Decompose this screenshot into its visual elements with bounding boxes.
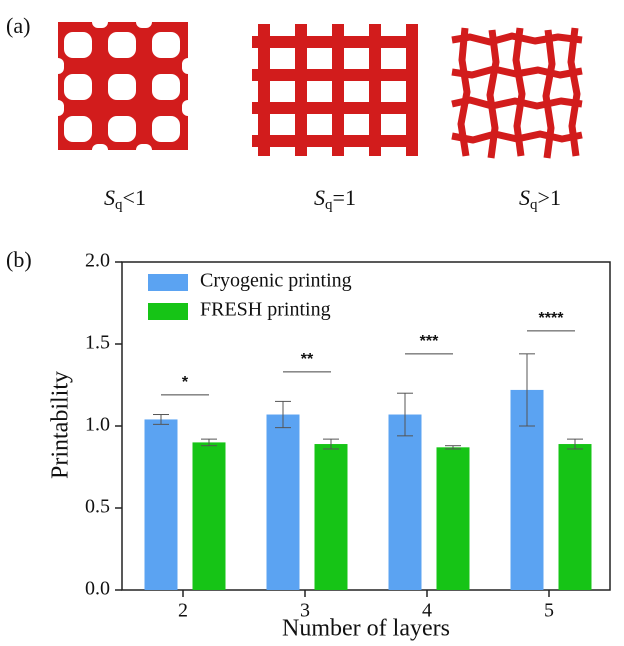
caption-relation: =1 (333, 185, 356, 210)
significance-label: * (182, 374, 189, 391)
x-tick-label: 4 (422, 600, 432, 622)
bar (145, 419, 178, 590)
significance-label: ** (301, 351, 314, 368)
x-tick-label: 2 (178, 600, 188, 622)
caption-relation: <1 (123, 185, 146, 210)
y-tick-label: 0.5 (85, 496, 110, 518)
bar (437, 447, 470, 590)
caption-symbol: S (519, 185, 530, 210)
legend-swatch (148, 274, 188, 291)
y-tick-label: 1.0 (85, 414, 110, 436)
y-axis-title: Printability (48, 371, 74, 479)
bar (315, 444, 348, 590)
bar (267, 415, 300, 590)
x-tick-label: 5 (544, 600, 554, 622)
bar (389, 415, 422, 590)
caption-symbol: S (314, 185, 325, 210)
figure: (a) (b) Printability Number of layers Sq… (0, 0, 624, 646)
panel-label: (a) (6, 13, 30, 38)
legend-label: Cryogenic printing (200, 270, 352, 292)
illustration-ideal (252, 24, 418, 156)
legend-swatch (148, 303, 188, 320)
illustration-under (52, 16, 194, 156)
caption: Sq<1 (104, 185, 146, 213)
illustration-over (452, 28, 582, 158)
panel-label: (b) (6, 247, 32, 272)
caption-relation: >1 (538, 185, 561, 210)
y-tick-label: 2.0 (85, 250, 110, 272)
caption: Sq>1 (519, 185, 561, 213)
significance-label: *** (420, 333, 439, 350)
caption: Sq=1 (314, 185, 356, 213)
y-tick-label: 0.0 (85, 578, 110, 600)
bar (193, 442, 226, 590)
significance-label: **** (539, 310, 565, 327)
y-tick-label: 1.5 (85, 332, 110, 354)
caption-symbol: S (104, 185, 115, 210)
legend-label: FRESH printing (200, 299, 331, 321)
x-tick-label: 3 (300, 600, 310, 622)
bar (559, 444, 592, 590)
